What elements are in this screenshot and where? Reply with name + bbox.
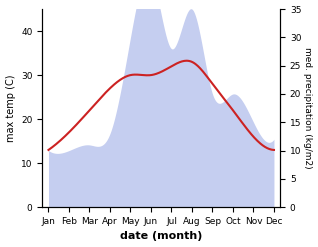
Y-axis label: max temp (C): max temp (C) xyxy=(5,74,16,142)
X-axis label: date (month): date (month) xyxy=(120,231,203,242)
Y-axis label: med. precipitation (kg/m2): med. precipitation (kg/m2) xyxy=(303,47,313,169)
